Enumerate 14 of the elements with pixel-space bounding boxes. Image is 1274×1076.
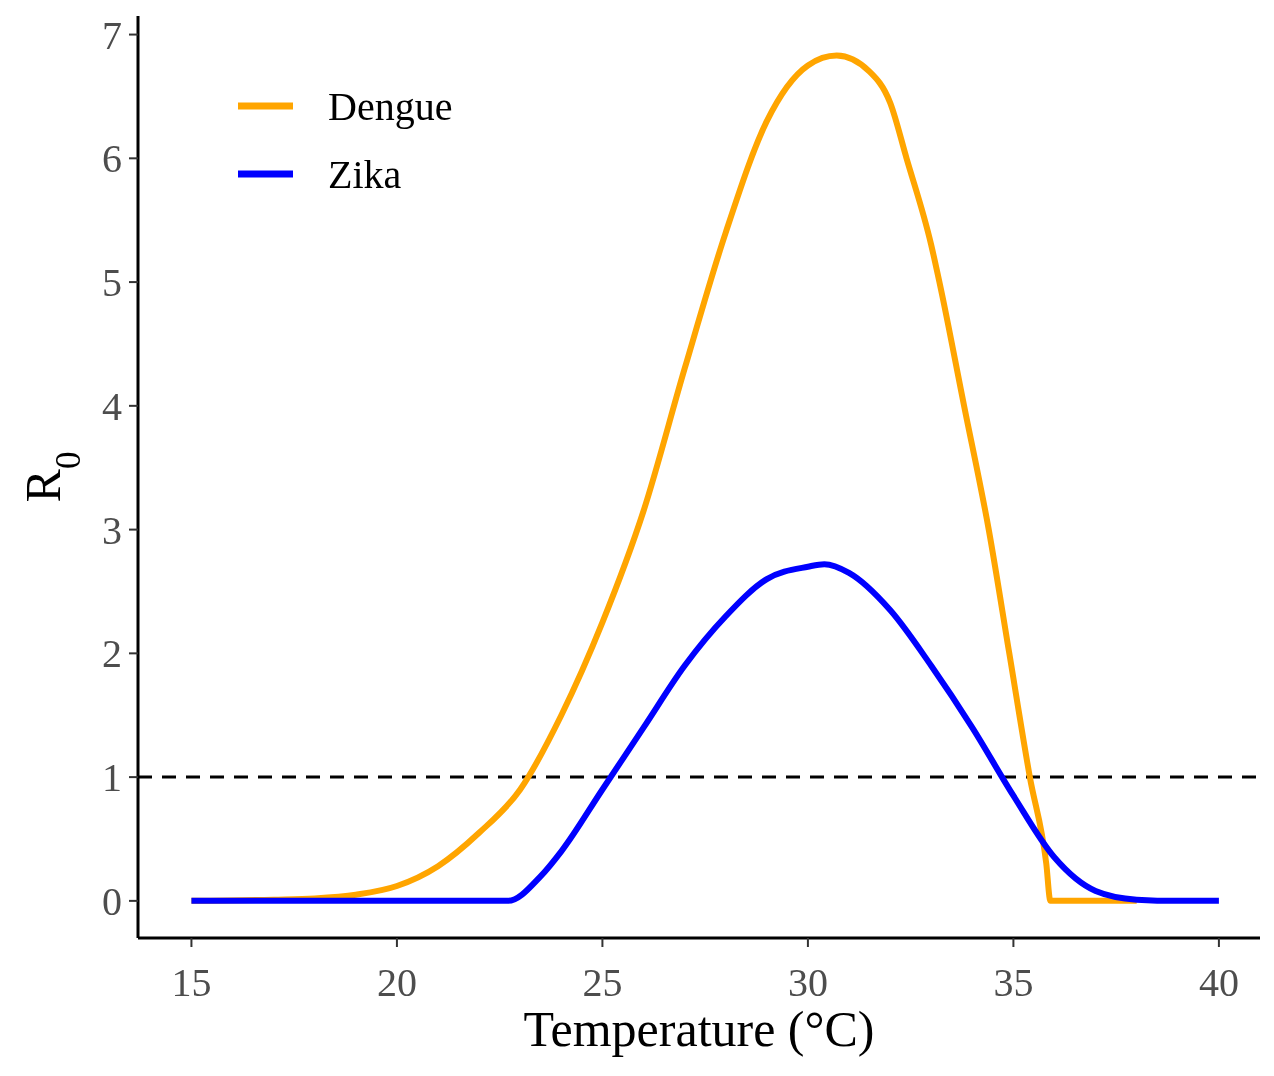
x-tick-label: 35	[993, 960, 1034, 1005]
x-tick-label: 20	[376, 960, 417, 1005]
legend-label: Dengue	[328, 84, 453, 129]
x-tick-label: 40	[1198, 960, 1239, 1005]
y-tick-label: 0	[102, 878, 122, 924]
y-tick-label: 1	[102, 755, 122, 801]
y-tick-label: 4	[102, 383, 122, 429]
y-tick-label: 5	[102, 260, 122, 306]
legend-label: Zika	[328, 152, 402, 197]
y-tick-label: 2	[102, 631, 122, 677]
x-tick-label: 15	[171, 960, 212, 1005]
y-tick-label: 7	[102, 12, 122, 58]
y-tick-label: 3	[102, 507, 122, 553]
y-tick-label: 6	[102, 136, 122, 182]
